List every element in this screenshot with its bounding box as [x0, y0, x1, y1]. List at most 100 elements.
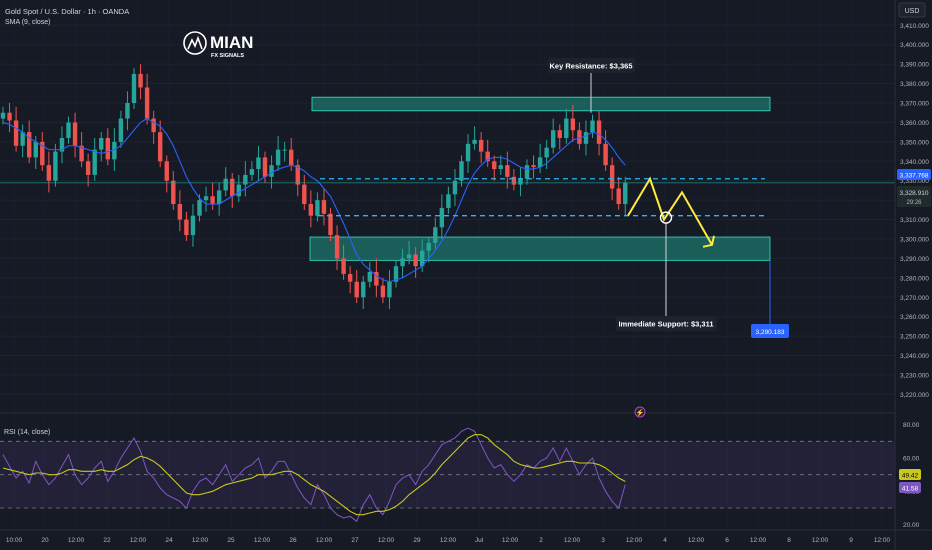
price-tick-label: 3,300.000 — [900, 236, 929, 243]
time-tick-label: 9 — [849, 537, 853, 544]
lightning-icon: ⚡ — [636, 408, 645, 417]
time-tick-label: 12:00 — [254, 537, 271, 544]
candle-body — [537, 157, 543, 168]
time-tick-label: 12:00 — [316, 537, 333, 544]
candle-body — [465, 143, 471, 162]
candle-body — [505, 165, 510, 177]
time-tick-label: 12:00 — [626, 537, 643, 544]
event-marker-icon[interactable] — [634, 406, 646, 418]
candle-body — [609, 165, 615, 189]
candle-body — [531, 165, 536, 168]
candle-body — [452, 180, 458, 195]
time-tick-label: 12:00 — [440, 537, 457, 544]
candle-body — [105, 137, 110, 160]
sma-price-value: 3,337.768 — [900, 173, 929, 180]
candle-body — [570, 118, 576, 131]
time-tick-label: 12:00 — [564, 537, 581, 544]
time-tick-label: 12:00 — [130, 537, 147, 544]
logo-tagline: FX SIGNALS — [211, 53, 244, 59]
price-tick-label: 3,250.000 — [900, 334, 929, 341]
candle-body — [236, 184, 241, 197]
candle-body — [315, 200, 320, 216]
currency-button[interactable] — [898, 2, 926, 18]
mian-logo: MIAN FX SIGNALS — [183, 31, 253, 59]
candle-body — [125, 103, 130, 119]
time-tick-label: 12:00 — [874, 537, 891, 544]
time-tick-label: 25 — [227, 537, 235, 544]
support-label-box — [616, 316, 717, 331]
candle-body — [144, 87, 150, 119]
rsi-tick-label: 80.00 — [903, 422, 920, 429]
candle-body — [13, 120, 19, 146]
time-tick-label: 24 — [165, 537, 173, 544]
rsi-line — [2, 427, 626, 523]
time-tick-label: 29 — [413, 537, 421, 544]
price-tick-label: 3,400.000 — [900, 42, 929, 49]
candle-body — [53, 151, 58, 181]
candle-body — [66, 122, 71, 138]
candle-body — [256, 157, 261, 170]
candle-body — [603, 143, 608, 166]
projection-arrow-icon — [702, 235, 715, 248]
candle-body — [308, 204, 314, 216]
price-tick-label: 3,370.000 — [900, 101, 929, 108]
currency-button-label[interactable]: USD — [905, 8, 920, 15]
candle-body — [295, 165, 300, 185]
time-tick-label: 22 — [103, 537, 111, 544]
time-tick-label: 12:00 — [378, 537, 395, 544]
candle-body — [367, 272, 372, 282]
candle-body — [420, 250, 425, 267]
price-tick-label: 3,260.000 — [900, 314, 929, 321]
candle-body — [544, 147, 549, 158]
candle-body — [577, 130, 582, 144]
time-tick-label: 12:00 — [68, 537, 85, 544]
price-axis[interactable]: 3,410.000 3,400.000 3,390.000 3,380.000 3,37… — [900, 23, 929, 399]
price-tick-label: 3,330.000 — [900, 178, 929, 185]
candle-body — [518, 178, 523, 185]
candle-body — [230, 178, 235, 197]
candle-body — [334, 235, 340, 259]
support-zone — [309, 236, 771, 261]
candle-body — [596, 120, 602, 144]
candle-body — [33, 141, 38, 158]
sma-line — [2, 117, 626, 283]
candle-body — [269, 165, 274, 177]
candle-body — [190, 215, 196, 236]
candle-body — [380, 285, 386, 298]
candle-body — [426, 242, 431, 251]
candle-body — [118, 118, 124, 142]
time-tick-label: 12:00 — [688, 537, 705, 544]
candle-body — [131, 73, 137, 104]
candle-body — [171, 180, 176, 205]
candle-body — [328, 213, 333, 236]
candle-body — [7, 112, 12, 121]
price-tick-label: 3,390.000 — [900, 62, 929, 69]
candle-body — [361, 281, 366, 298]
candle-body — [354, 281, 359, 298]
candle-body — [302, 184, 307, 205]
candle-body — [459, 161, 464, 181]
rsi-grid — [0, 440, 895, 509]
time-tick-label: 12:00 — [750, 537, 767, 544]
candle-body — [262, 157, 268, 177]
logo-ring-icon — [183, 31, 207, 55]
candle-body — [289, 149, 294, 166]
candle-body — [151, 118, 156, 133]
price-tick-label: 3,350.000 — [900, 139, 929, 146]
candle-body — [40, 141, 45, 166]
candle-body — [433, 227, 438, 243]
price-tick-label: 3,310.000 — [900, 217, 929, 224]
price-tick-label: 3,230.000 — [900, 372, 929, 379]
candle-body — [177, 204, 183, 220]
candle-body — [557, 130, 562, 138]
candle-body — [478, 139, 484, 152]
candle-body — [524, 165, 530, 179]
projection-path — [627, 176, 713, 246]
time-axis[interactable]: 10:00 20 12:00 22 12:00 24 12:00 25 12:00 26 12:00… — [6, 537, 891, 544]
candle-body — [138, 73, 143, 88]
candle-body — [616, 188, 621, 205]
time-tick-label: 3 — [601, 537, 605, 544]
rsi-value-badge — [899, 482, 921, 493]
zones — [309, 96, 771, 261]
